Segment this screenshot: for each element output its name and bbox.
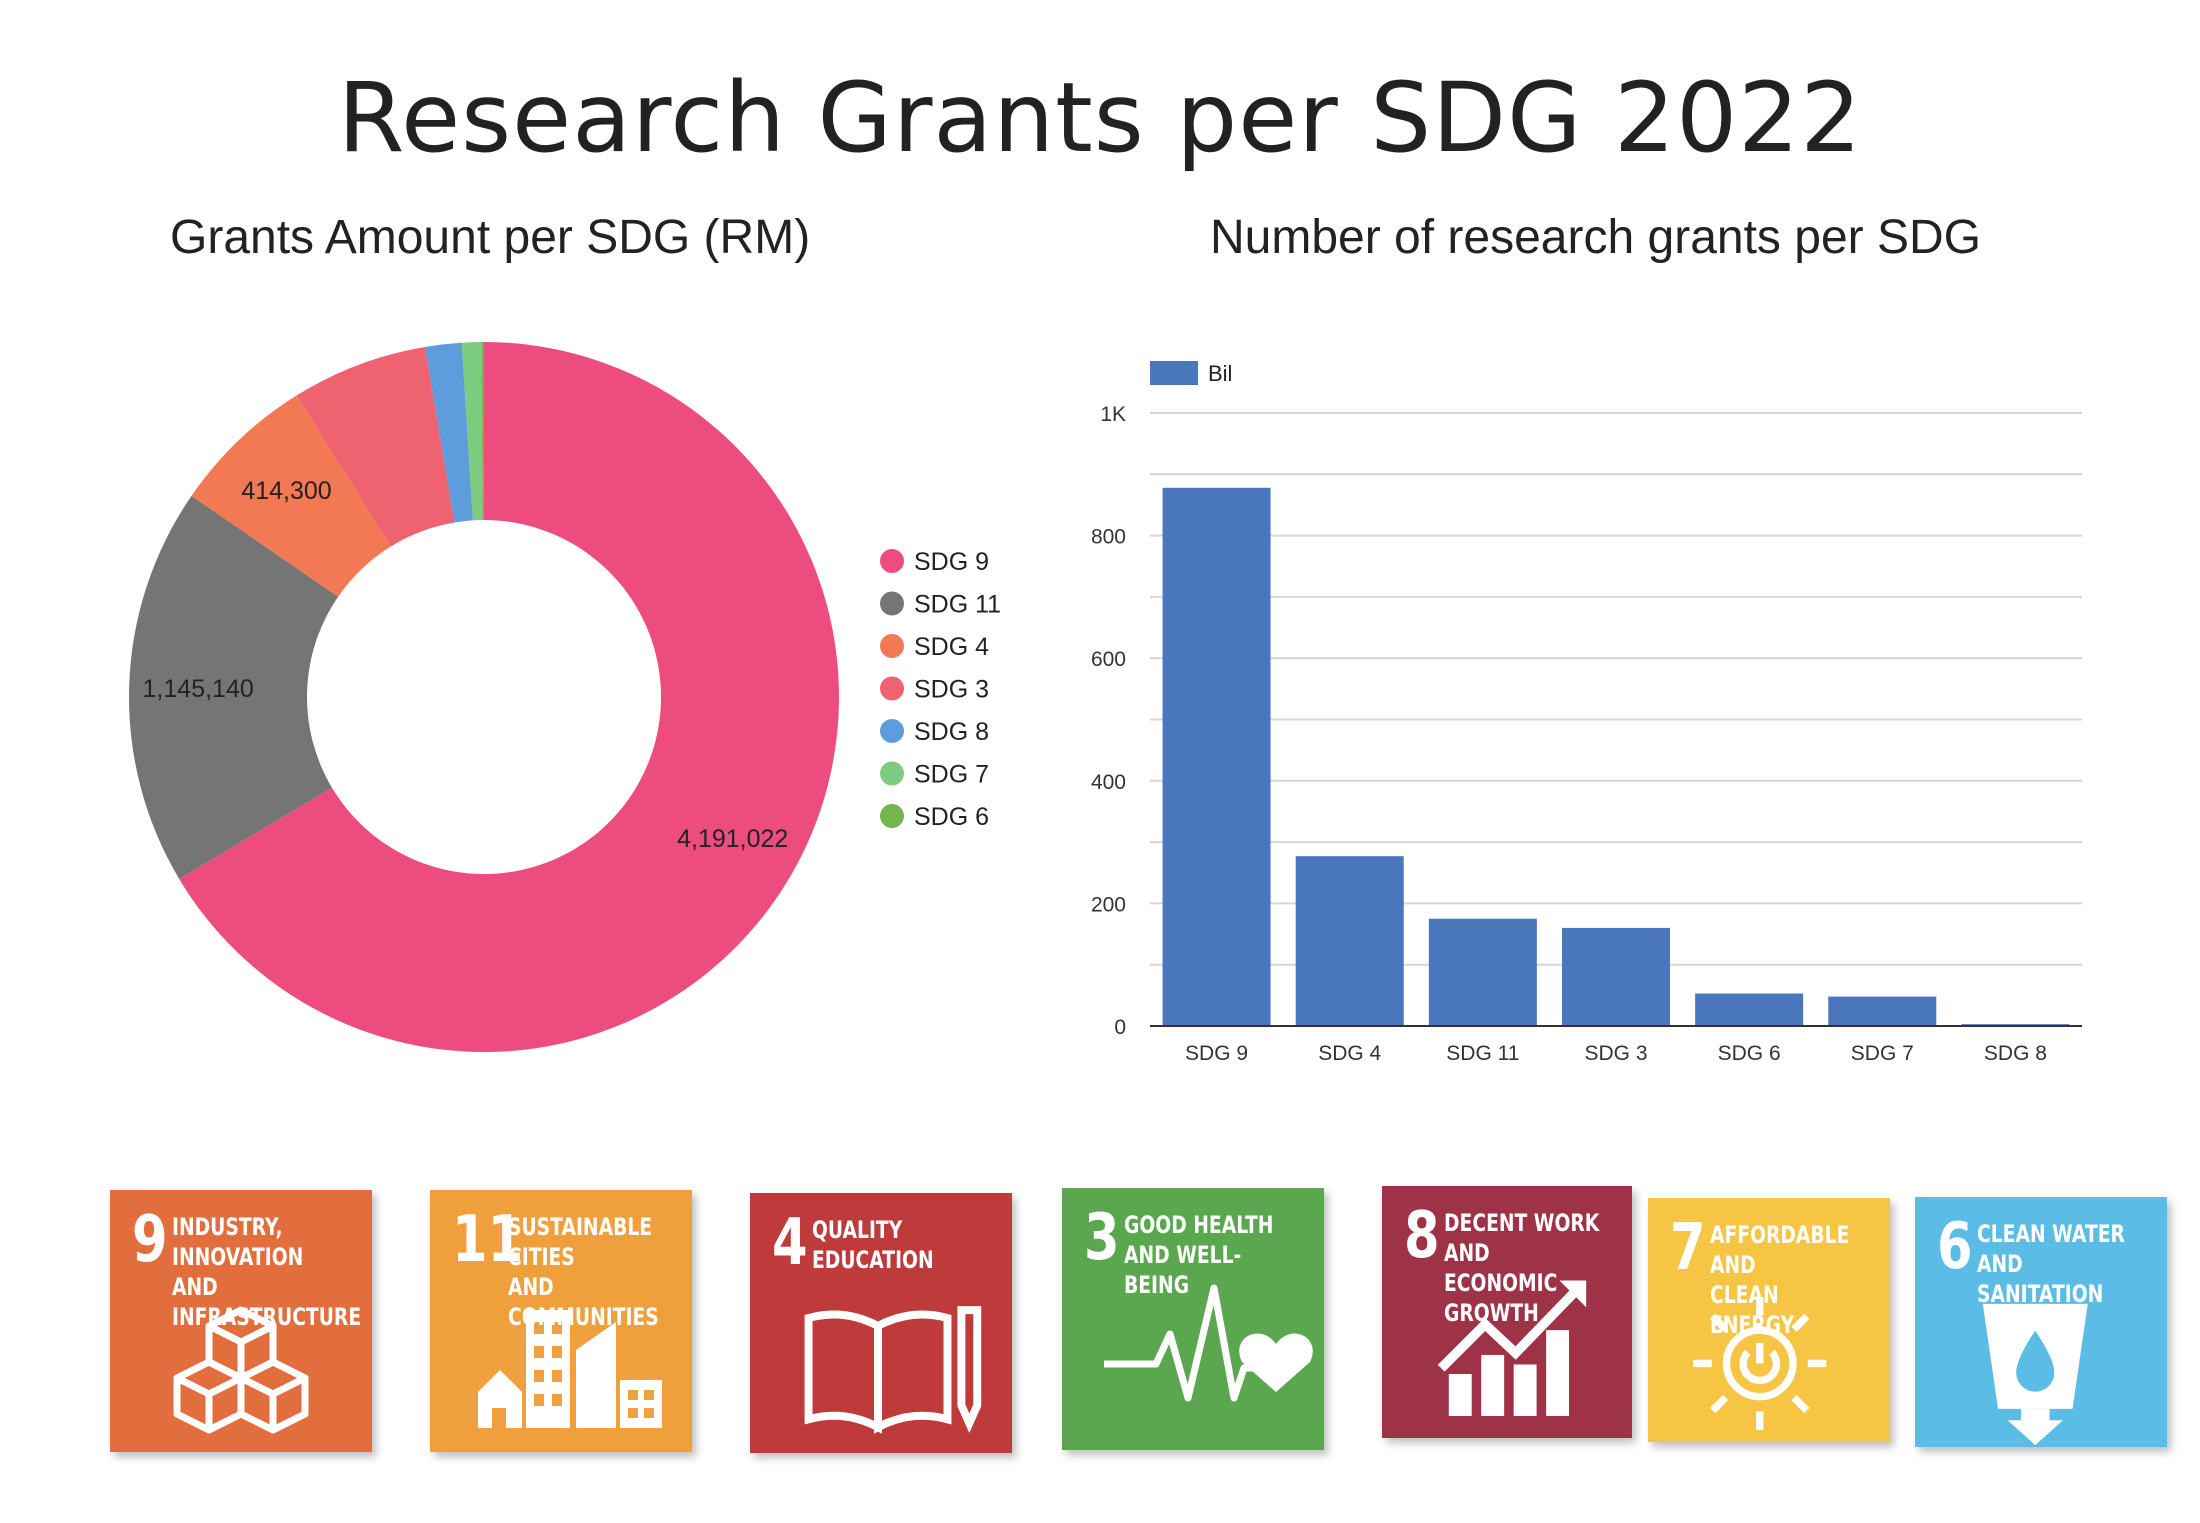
- sdg-tile-label: SUSTAINABLE CITIES AND COMMUNITIES: [508, 1213, 659, 1331]
- page-title: Research Grants per SDG 2022: [337, 62, 1863, 174]
- legend-label: SDG 11: [914, 591, 1001, 619]
- donut-slice-sdg-8: [424, 342, 473, 523]
- y-tick-label: 600: [1091, 648, 1126, 671]
- donut-data-label: 1,145,140: [143, 675, 254, 703]
- bar-sdg-4: [1295, 856, 1404, 1026]
- sdg-tile-label: CLEAN WATER AND SANITATION: [1977, 1220, 2125, 1308]
- x-tick-label: SDG 8: [1984, 1042, 2047, 1065]
- heartbeat-icon: [1104, 1284, 1313, 1402]
- bar-sdg-3: [1562, 927, 1670, 1026]
- sdg-tile-9: 9 INDUSTRY, INNOVATION AND INFRASTRUCTURE: [110, 1190, 372, 1452]
- sdg-tile-label: QUALITY EDUCATION: [812, 1216, 934, 1274]
- sdg-tile-number: 11: [452, 1203, 524, 1277]
- bar-sdg-9: [1162, 487, 1271, 1026]
- sdg-tile-11: 11 SUSTAINABLE CITIES AND COMMUNITIES: [430, 1190, 692, 1452]
- sdg-tile-label: GOOD HEALTH AND WELL-BEING: [1124, 1211, 1274, 1299]
- x-tick-label: SDG 6: [1718, 1042, 1781, 1065]
- legend-marker: [880, 676, 904, 701]
- y-tick-label: 200: [1091, 893, 1126, 916]
- bar-chart-title: Number of research grants per SDG: [1210, 211, 1981, 264]
- legend-marker: [880, 804, 904, 828]
- y-tick-label: 1K: [1100, 403, 1126, 426]
- water-glass-icon: [1982, 1303, 2088, 1446]
- donut-data-label: 4,191,022: [677, 825, 788, 853]
- legend-label: SDG 3: [914, 676, 989, 704]
- donut-slice-sdg-4: [191, 395, 391, 597]
- legend-label: SDG 6: [914, 803, 989, 831]
- bar-sdg-6: [1695, 993, 1804, 1026]
- donut-slice-sdg-6: [481, 342, 484, 521]
- donut-slice-sdg-9: [179, 342, 840, 1052]
- sdg-tile-number: 7: [1670, 1211, 1706, 1285]
- sdg-tile-label: DECENT WORK AND ECONOMIC GROWTH: [1444, 1209, 1600, 1327]
- sdg-tile-6: 6 CLEAN WATER AND SANITATION: [1915, 1197, 2167, 1447]
- legend-marker: [880, 761, 904, 786]
- sdg-tile-label: AFFORDABLE AND CLEAN ENERGY: [1710, 1221, 1850, 1339]
- legend-swatch: [1150, 361, 1198, 385]
- sdg-tile-number: 8: [1404, 1199, 1440, 1273]
- legend-marker: [880, 591, 904, 616]
- legend-label: SDG 7: [914, 761, 989, 789]
- sdg-tile-7: 7 AFFORDABLE AND CLEAN ENERGY: [1648, 1198, 1890, 1442]
- sdg-tile-8: 8 DECENT WORK AND ECONOMIC GROWTH: [1382, 1186, 1632, 1438]
- donut-slice-sdg-11: [128, 495, 339, 879]
- legend-marker: [880, 634, 904, 658]
- sun-power-icon: [1693, 1296, 1827, 1430]
- legend-marker: [880, 719, 904, 743]
- legend-marker: [880, 549, 904, 573]
- legend-label: SDG 9: [914, 548, 989, 576]
- city-buildings-icon: [478, 1310, 662, 1428]
- growth-chart-icon: [1437, 1280, 1587, 1417]
- y-tick-label: 400: [1091, 771, 1126, 794]
- legend-label: Bil: [1208, 361, 1232, 386]
- x-tick-label: SDG 9: [1185, 1042, 1248, 1065]
- x-tick-label: SDG 7: [1851, 1042, 1914, 1065]
- x-tick-label: SDG 11: [1446, 1042, 1519, 1065]
- sdg-tile-label: INDUSTRY, INNOVATION AND INFRASTRUCTURE: [172, 1213, 362, 1331]
- x-tick-label: SDG 4: [1318, 1042, 1381, 1065]
- x-tick-label: SDG 3: [1584, 1042, 1647, 1065]
- book-pencil-icon: [804, 1306, 982, 1434]
- legend-label: SDG 4: [914, 633, 989, 661]
- sdg-tile-number: 3: [1084, 1201, 1120, 1275]
- donut-slice-sdg-3: [296, 346, 455, 547]
- y-tick-label: 0: [1114, 1016, 1126, 1039]
- sdg-tile-3: 3 GOOD HEALTH AND WELL-BEING: [1062, 1188, 1324, 1450]
- bar-sdg-7: [1828, 996, 1937, 1026]
- sdg-tile-number: 9: [132, 1203, 168, 1277]
- sdg-tile-number: 6: [1937, 1210, 1973, 1284]
- y-tick-label: 800: [1091, 526, 1126, 549]
- donut-slice-sdg-7: [461, 342, 483, 521]
- cubes-icon: [173, 1306, 309, 1434]
- legend-label: SDG 8: [914, 718, 989, 746]
- bar-sdg-11: [1428, 918, 1537, 1026]
- sdg-tile-4: 4 QUALITY EDUCATION: [750, 1193, 1012, 1453]
- sdg-tile-number: 4: [772, 1206, 808, 1280]
- donut-chart-title: Grants Amount per SDG (RM): [170, 211, 811, 264]
- donut-data-label: 414,300: [241, 477, 331, 505]
